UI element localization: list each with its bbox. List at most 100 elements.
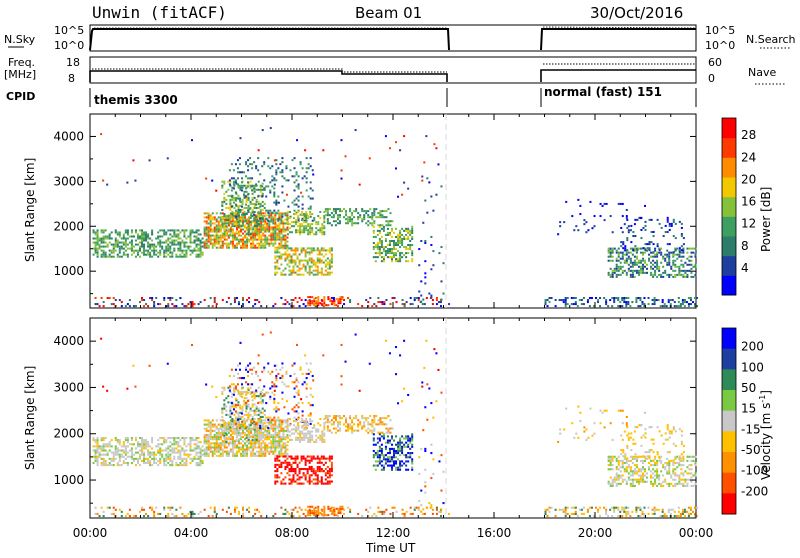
nsky-panel: N.Sky 10^5 10^0 10^5 10^0 N.Search bbox=[4, 24, 796, 52]
beam-label: Beam 01 bbox=[355, 4, 422, 22]
power-cell bbox=[183, 305, 185, 307]
velocity-cell bbox=[284, 446, 286, 448]
power-cell bbox=[280, 243, 282, 245]
power-cell bbox=[254, 239, 256, 241]
velocity-cell bbox=[233, 375, 235, 377]
velocity-cell bbox=[269, 417, 271, 419]
velocity-cell bbox=[208, 424, 210, 426]
power-cell bbox=[311, 257, 313, 259]
power-cell bbox=[319, 262, 321, 264]
cpid-mode-right: normal (fast) 151 bbox=[544, 85, 662, 99]
power-cell bbox=[411, 258, 413, 260]
velocity-cell bbox=[216, 446, 218, 448]
velocity-cell bbox=[97, 437, 99, 439]
velocity-cell bbox=[235, 423, 237, 425]
power-cell bbox=[597, 301, 599, 303]
power-cell bbox=[678, 305, 680, 307]
power-cell bbox=[628, 264, 630, 266]
velocity-cell bbox=[249, 369, 251, 371]
velocity-cell bbox=[297, 437, 299, 439]
power-cell bbox=[271, 179, 273, 181]
velocity-cell bbox=[200, 447, 202, 449]
velocity-cell bbox=[238, 440, 240, 442]
velocity-cell bbox=[323, 456, 325, 458]
power-cell bbox=[351, 218, 353, 220]
velocity-cell bbox=[319, 437, 321, 439]
velocity-cell bbox=[327, 430, 329, 432]
power-cell bbox=[669, 225, 671, 227]
power-cell bbox=[264, 220, 266, 222]
power-cell bbox=[309, 229, 311, 231]
power-cell bbox=[674, 254, 676, 256]
power-cell bbox=[371, 214, 373, 216]
power-cell bbox=[294, 167, 296, 169]
power-cell bbox=[257, 169, 259, 171]
velocity-cell bbox=[289, 418, 291, 420]
velocity-cell bbox=[235, 404, 237, 406]
power-cell bbox=[297, 215, 299, 217]
velocity-cell bbox=[228, 451, 230, 453]
power-cell bbox=[287, 217, 289, 219]
power-cell bbox=[349, 218, 351, 220]
power-cell bbox=[636, 258, 638, 260]
power-cell bbox=[686, 248, 688, 250]
power-cell bbox=[694, 248, 696, 250]
velocity-cell bbox=[311, 456, 313, 458]
power-cell bbox=[254, 303, 256, 305]
power-cell bbox=[248, 205, 250, 207]
velocity-cell bbox=[256, 455, 258, 457]
velocity-cell bbox=[288, 470, 290, 472]
velocity-cell bbox=[185, 460, 187, 462]
power-cell bbox=[173, 240, 175, 242]
velocity-cell bbox=[200, 456, 202, 458]
velocity-cell bbox=[242, 453, 244, 455]
power-cell bbox=[547, 305, 549, 307]
velocity-cell bbox=[141, 445, 143, 447]
power-cell bbox=[270, 229, 272, 231]
velocity-cell bbox=[129, 443, 131, 445]
velocity-cell bbox=[179, 452, 181, 454]
velocity-cell bbox=[306, 373, 308, 375]
velocity-cell bbox=[310, 412, 312, 414]
power-cell bbox=[220, 231, 222, 233]
velocity-cell bbox=[210, 436, 212, 438]
velocity-cell bbox=[143, 454, 145, 456]
power-cell bbox=[307, 264, 309, 266]
power-cell bbox=[169, 297, 171, 299]
power-cell bbox=[399, 260, 401, 262]
power-cell bbox=[273, 202, 275, 204]
power-cell bbox=[265, 210, 267, 212]
power-cell bbox=[220, 241, 222, 243]
power-cell bbox=[302, 196, 304, 198]
power-cell bbox=[163, 250, 165, 252]
power-cell bbox=[307, 296, 309, 298]
velocity-cell bbox=[379, 448, 381, 450]
power-cell bbox=[438, 301, 440, 303]
velocity-cell bbox=[281, 392, 283, 394]
velocity-cell bbox=[315, 439, 317, 441]
power-cell bbox=[387, 256, 389, 258]
velocity-cell bbox=[353, 423, 355, 425]
power-cell bbox=[95, 297, 97, 299]
power-cell bbox=[667, 221, 669, 223]
power-cell bbox=[674, 270, 676, 272]
velocity-cell bbox=[216, 428, 218, 430]
velocity-cell bbox=[183, 458, 185, 460]
power-cell bbox=[662, 299, 664, 301]
power-cell bbox=[672, 260, 674, 262]
power-cell bbox=[264, 231, 266, 233]
velocity-cell bbox=[237, 414, 239, 416]
power-cell bbox=[632, 254, 634, 256]
velocity-cell bbox=[284, 442, 286, 444]
velocity-cell bbox=[107, 443, 109, 445]
power-cell bbox=[401, 238, 403, 240]
power-cell bbox=[232, 229, 234, 231]
power-cell bbox=[668, 299, 670, 301]
power-cell bbox=[312, 169, 314, 171]
power-cell bbox=[295, 251, 297, 253]
velocity-cell bbox=[131, 443, 133, 445]
velocity-cell bbox=[275, 369, 277, 371]
power-cell bbox=[309, 231, 311, 233]
power-cell bbox=[391, 220, 393, 222]
velocity-cell bbox=[237, 377, 239, 379]
